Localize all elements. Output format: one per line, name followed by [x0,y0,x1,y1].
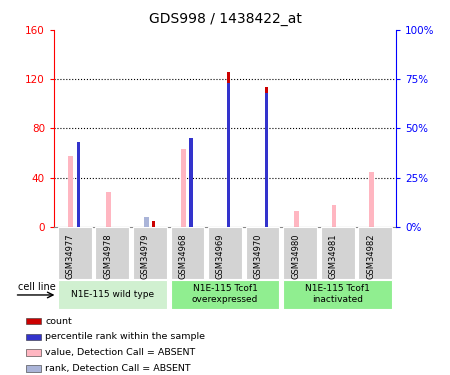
Bar [27,365,41,372]
Bar [68,156,73,227]
Text: GSM34969: GSM34969 [216,233,225,279]
FancyBboxPatch shape [208,227,242,279]
FancyBboxPatch shape [358,227,392,279]
Text: percentile rank within the sample: percentile rank within the sample [45,333,205,341]
Bar [369,171,374,227]
Text: N1E-115 Tcof1
inactivated: N1E-115 Tcof1 inactivated [305,284,370,304]
FancyBboxPatch shape [58,280,167,309]
FancyBboxPatch shape [95,227,129,279]
Text: value, Detection Call = ABSENT: value, Detection Call = ABSENT [45,348,195,357]
Text: GSM34968: GSM34968 [178,233,187,279]
Bar [227,83,230,227]
Text: N1E-115 Tcof1
overexpressed: N1E-115 Tcof1 overexpressed [192,284,258,304]
Bar [265,93,268,227]
FancyBboxPatch shape [171,280,279,309]
Bar [181,149,186,227]
Bar [27,334,41,340]
FancyBboxPatch shape [58,227,92,279]
Bar [27,350,41,356]
Text: GSM34982: GSM34982 [366,233,375,279]
Text: GSM34970: GSM34970 [254,233,263,279]
Text: GSM34977: GSM34977 [66,233,75,279]
FancyBboxPatch shape [283,280,392,309]
Text: GSM34980: GSM34980 [291,233,300,279]
Text: cell line: cell line [18,282,55,292]
Bar [294,211,299,227]
Bar [144,217,149,227]
Title: GDS998 / 1438422_at: GDS998 / 1438422_at [148,12,302,26]
Text: rank, Detection Call = ABSENT: rank, Detection Call = ABSENT [45,364,191,373]
Text: GSM34981: GSM34981 [329,233,338,279]
FancyBboxPatch shape [171,227,204,279]
Bar [144,217,149,227]
Bar [152,221,155,227]
Bar [106,192,111,227]
Bar [265,87,268,227]
FancyBboxPatch shape [246,227,279,279]
Text: count: count [45,316,72,326]
Bar [227,72,230,227]
Text: GSM34978: GSM34978 [103,233,112,279]
FancyBboxPatch shape [133,227,167,279]
FancyBboxPatch shape [321,227,355,279]
Text: N1E-115 wild type: N1E-115 wild type [71,290,154,299]
Bar [189,138,193,227]
Bar [332,205,337,227]
FancyBboxPatch shape [283,227,317,279]
Text: GSM34979: GSM34979 [141,233,150,279]
Bar [77,142,80,227]
Bar [27,318,41,324]
